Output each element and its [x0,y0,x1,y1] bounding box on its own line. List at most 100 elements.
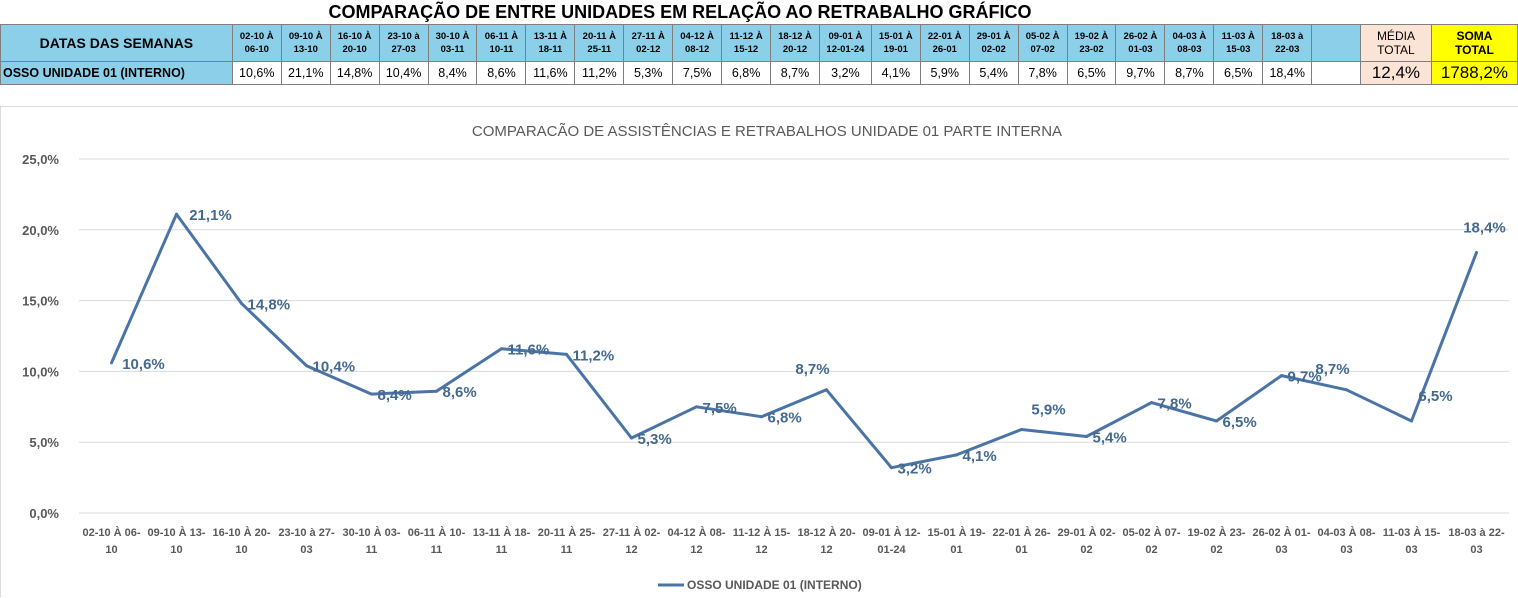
value-cell: 5,4% [968,61,1019,85]
value-cell: 21,1% [280,61,331,85]
x-tick-label: 09-01 À 12- [862,526,920,539]
value-cell: 11,6% [525,61,576,85]
x-tick-label: 18-03 à 22- [1448,527,1505,539]
x-tick-label: 12 [755,544,767,556]
data-label: 8,4% [378,387,412,404]
data-point [565,352,568,356]
value-cell: 7,5% [672,61,723,85]
value-cell: 4,1% [870,61,921,85]
x-tick-label: 20-11 À 25- [538,526,596,539]
data-point [240,301,243,305]
x-tick-label: 02 [1210,544,1222,556]
week-header-cell: 04-03 À 08-03 [1164,24,1215,62]
week-header-cell: 04-12 À 08-12 [672,24,723,62]
data-point [370,392,373,396]
value-cell: 7,8% [1017,61,1068,85]
week-header-cell: 20-11 À 25-11 [574,24,625,62]
data-label: 8,7% [795,361,829,378]
data-point [825,388,828,392]
y-tick-label: 5,0% [29,435,59,450]
x-tick-label: 10 [170,544,182,556]
week-header-cell: 16-10 À 20-10 [329,24,380,62]
week-header-cell: 09-10 À 13-10 [280,24,331,62]
empty-header-cell [1311,24,1361,62]
data-label: 4,1% [963,448,997,465]
data-label: 6,8% [768,410,802,427]
value-cell: 8,7% [770,61,820,85]
week-header-cell: 06-11 À 10-11 [476,24,527,62]
week-header-cell: 11-12 À 15-12 [721,24,772,62]
data-label: 7,5% [703,400,737,417]
x-tick-label: 03 [1470,544,1482,556]
data-point [435,389,438,393]
x-tick-label: 11-03 À 15- [1383,526,1441,539]
week-header-cell: 30-10 À 03-11 [427,24,478,62]
week-header-cell: 05-02 À 07-02 [1017,24,1068,62]
data-point [1475,250,1478,254]
data-point [1020,427,1023,431]
chart-title: COMPARACÃO DE ASSISTÊNCIAS E RETRABALHOS… [472,123,1062,140]
x-tick-label: 11-12 À 15- [733,526,791,539]
x-tick-label: 03 [1340,544,1352,556]
data-point [110,361,113,365]
value-cell: 5,9% [919,61,970,85]
value-cell: 14,8% [329,61,380,85]
x-tick-label: 03 [1275,544,1287,556]
x-tick-label: 29-01 À 02- [1057,526,1115,539]
y-tick-label: 20,0% [22,223,59,238]
x-tick-label: 15-01 À 19- [927,526,985,539]
data-point [955,453,958,457]
value-cell: 10,4% [378,61,429,85]
data-point [1280,374,1283,378]
data-label: 5,9% [1031,401,1065,418]
data-label: 10,4% [313,359,356,376]
x-tick-label: 13-11 À 18- [473,526,531,539]
week-header-cell: 29-01 À 02-02 [968,24,1019,62]
value-cell: 5,3% [623,61,674,85]
x-tick-label: 11 [431,544,443,556]
x-tick-label: 30-10 À 03- [342,526,400,539]
x-tick-label: 26-02 À 01- [1252,526,1310,539]
sheet-title: COMPARAÇÃO DE ENTRE UNIDADES EM RELAÇÃO … [328,2,1032,22]
data-point [500,347,503,351]
data-label: 6,5% [1223,414,1257,431]
empty-value-cell [1311,61,1361,85]
data-label: 5,4% [1093,430,1127,447]
week-header-cell: 09-01 À 12-01-24 [818,24,872,62]
x-tick-label: 11 [496,544,508,556]
week-header-cell: 18-12 À 20-12 [770,24,820,62]
x-tick-label: 02 [1145,544,1157,556]
y-tick-label: 10,0% [22,364,59,379]
x-tick-label: 09-10 À 13- [147,526,205,539]
value-cell: 6,5% [1066,61,1117,85]
data-point [695,405,698,409]
data-label: 5,3% [638,431,672,448]
data-point [1410,419,1413,423]
value-cell: 6,5% [1213,61,1264,85]
media-total-header: MÉDIA TOTAL [1360,24,1432,62]
data-label: 21,1% [189,207,232,224]
data-label: 11,2% [573,347,615,364]
data-point [760,415,763,419]
y-tick-label: 0,0% [29,506,59,521]
value-cell: 18,4% [1262,61,1313,85]
week-header-row: DATAS DAS SEMANAS 02-10 À 06-10 09-10 À 13-… [0,24,1518,62]
week-header-cell: 19-02 À 23-02 [1066,24,1117,62]
x-tick-label: 03 [1405,544,1417,556]
data-label: 14,8% [248,296,291,313]
week-header-cell: 18-03 à 22-03 [1262,24,1313,62]
x-tick-label: 27-11 À 02- [603,526,661,539]
line-chart: COMPARACÃO DE ASSISTÊNCIAS E RETRABALHOS… [22,123,1509,592]
week-header-cell: 22-01 À 26-01 [919,24,970,62]
y-tick-label: 15,0% [22,294,59,309]
media-total-value: 12,4% [1360,61,1432,85]
x-tick-label: 18-12 À 20- [797,526,855,539]
x-tick-label: 10 [235,544,247,556]
x-tick-label: 05-02 À 07- [1122,526,1180,539]
week-header-cell: 27-11 À 02-12 [623,24,674,62]
week-header-cell: 02-10 À 06-10 [231,24,282,62]
x-tick-label: 02 [1080,544,1092,556]
series-line [110,212,1478,470]
x-tick-label: 01-24 [877,544,906,556]
value-cell: 8,4% [427,61,478,85]
